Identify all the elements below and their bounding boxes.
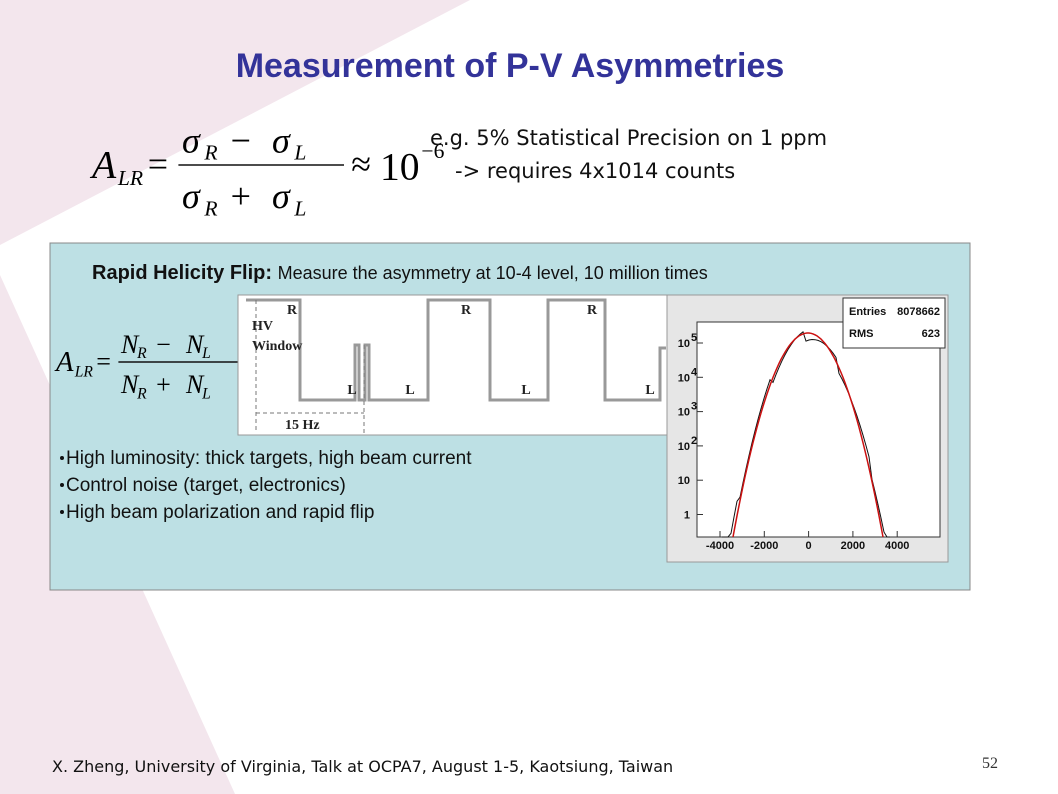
y-tick-label: 1 [684,510,690,522]
formula-symbol: σ [272,120,291,160]
waveform-label: L [347,383,356,398]
formula-subscript: R [136,385,147,402]
formula-subscript: R [203,196,217,220]
formula-symbol: σ [182,120,201,160]
formula-symbol: σ [182,176,201,216]
stats-value: 623 [922,328,940,340]
background-shape [0,0,470,245]
y-tick-exponent: 5 [691,332,697,344]
formula-symbol: N [185,330,205,359]
formula-symbol: − [231,120,251,160]
y-tick-label: 10 [678,441,690,453]
waveform-image [237,294,669,436]
formula-symbol: N [120,330,140,359]
formula-symbol: A [54,347,74,378]
stats-label: Entries [849,306,886,318]
waveform [246,298,666,402]
footer: X. Zheng, University of Virginia, Talk a… [52,757,673,776]
y-tick-exponent: 3 [691,401,697,413]
formula-symbol: σ [272,176,291,216]
formula-symbol: + [156,370,171,399]
bullet-text: High beam polarization and rapid flip [66,502,374,523]
formula-superscript: −6 [421,139,444,163]
stats-box [842,297,946,349]
y-tick-label: 10 [678,372,690,384]
formula-subscript: R [136,345,147,362]
formula-symbol: + [231,176,251,216]
formula-symbol: ≈ [351,144,371,184]
bullet-dot [60,456,64,460]
page-number: 52 [982,755,998,772]
formula-subscript: R [203,141,217,165]
stats-label: RMS [849,328,873,340]
x-tick-label: -4000 [706,540,734,552]
stats-value: 8078662 [897,306,940,318]
bullet-text: High luminosity: thick targets, high bea… [66,448,472,469]
x-tick-label: 2000 [841,540,865,552]
formula-subscript: L [293,196,306,220]
formula-symbol: = [148,144,168,184]
waveform-label: L [405,383,414,398]
formula: A LR =σ R − σ Lσ R + σ L≈ 10 −6 [89,120,445,220]
plot-frame [696,321,941,538]
waveform-label: R [587,303,598,318]
bullet-text: Control noise (target, electronics) [66,475,346,496]
bullet-dot [60,483,64,487]
heading-bold: Rapid Helicity Flip: [92,262,272,284]
heading-rest: Measure the asymmetry at 10-4 level, 10 … [278,263,708,283]
fit-curve [732,332,884,538]
formula-subscript: LR [117,166,143,190]
title: Measurement of P-V Asymmetries [236,47,785,85]
x-tick-label: -2000 [750,540,778,552]
waveform-label: R [461,303,472,318]
waveform-label: L [645,383,654,398]
formula-symbol: 10 [380,144,420,188]
formula-symbol: N [185,370,205,399]
x-tick-label: 4000 [885,540,909,552]
formula-subscript: L [293,141,306,165]
formula-symbol: A [89,143,117,187]
waveform-label: R [287,303,298,318]
waveform-label: L [521,383,530,398]
formula-subscript: L [201,345,211,362]
waveform-label: HV [252,319,273,334]
waveform-label: 15 Hz [285,418,320,433]
y-tick-label: 10 [678,475,690,487]
y-tick-label: 10 [678,338,690,350]
note-line: e.g. 5% Statistical Precision on 1 ppm [430,126,827,150]
formula-subscript: L [201,385,211,402]
box-heading: Rapid Helicity Flip: Measure the asymmet… [92,262,708,284]
y-tick-exponent: 2 [691,435,697,447]
formula-symbol: N [120,370,140,399]
y-tick-exponent: 4 [691,366,698,378]
waveform-label: Window [252,339,303,354]
note-line: -> requires 4x1014 counts [455,159,735,183]
formula-symbol: − [156,330,171,359]
formula-symbol: = [96,347,111,376]
formula-subscript: LR [74,363,94,380]
histogram-curve [722,330,890,538]
y-tick-label: 10 [678,407,690,419]
x-tick-label: 0 [806,540,812,552]
bullet-dot [60,510,64,514]
